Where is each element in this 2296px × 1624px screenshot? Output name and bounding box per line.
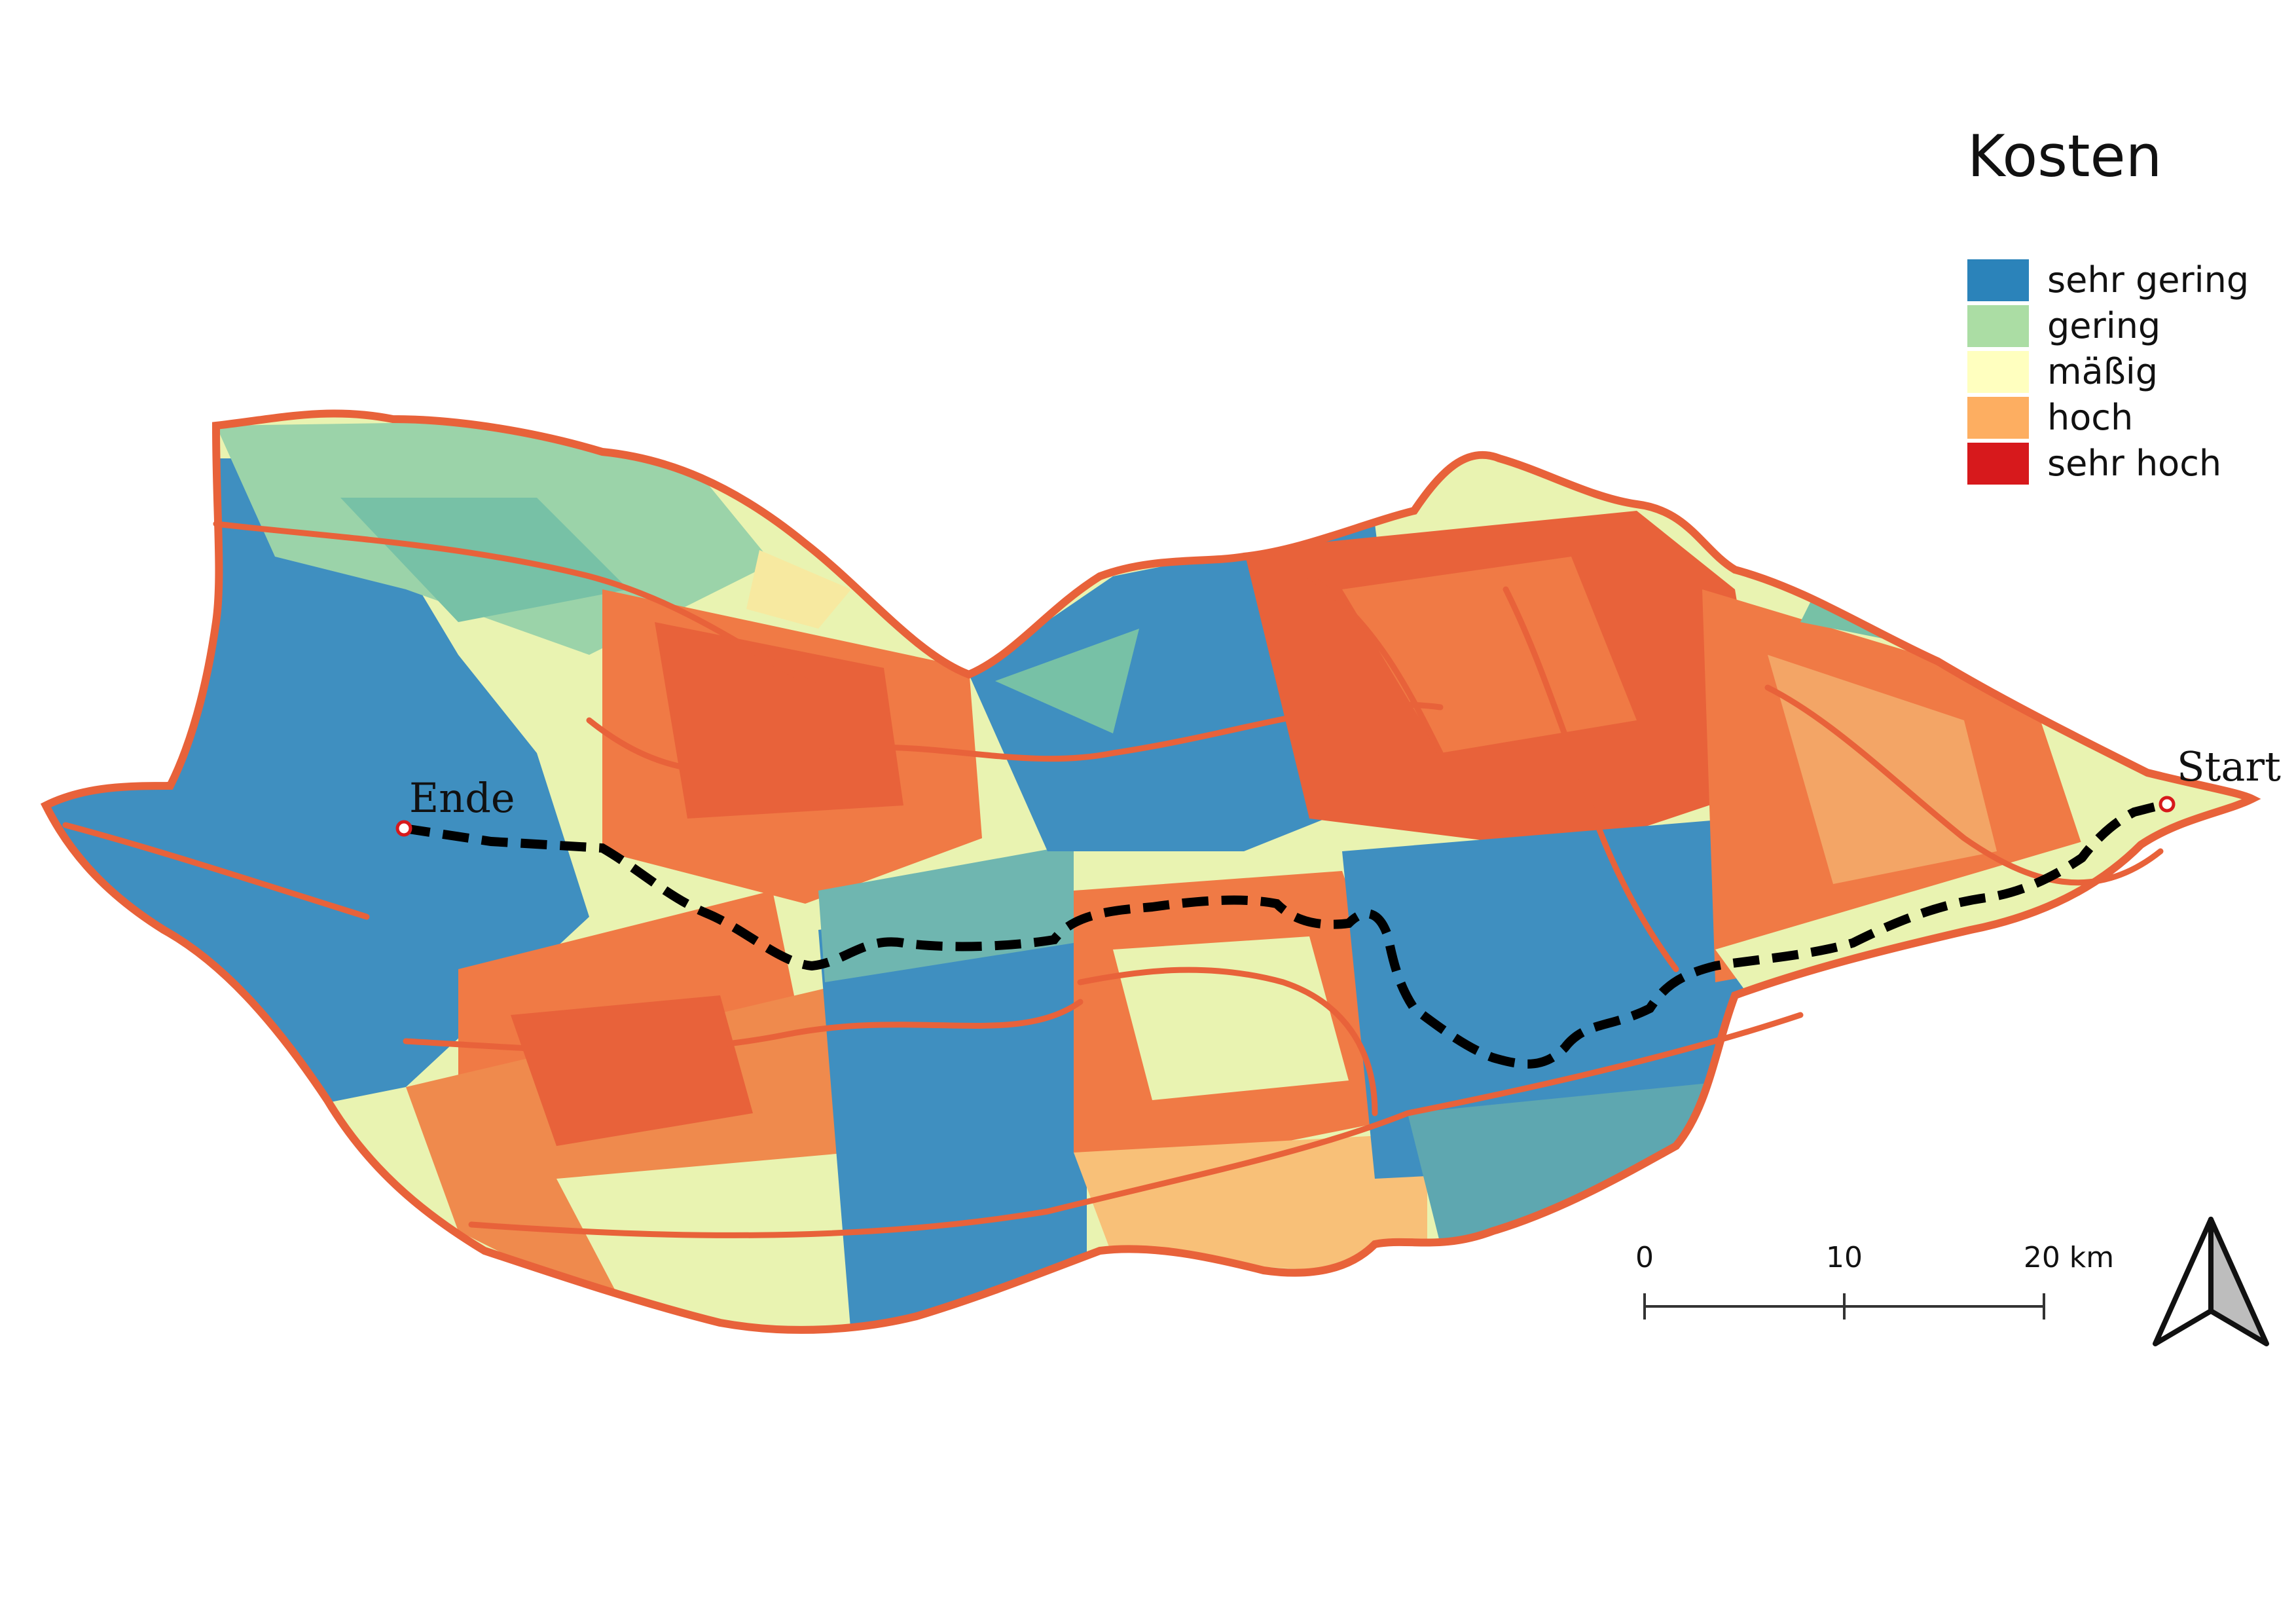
legend-label: sehr gering bbox=[2047, 259, 2250, 301]
legend-swatch bbox=[1967, 351, 2029, 393]
legend: Kosten sehr gering gering mäßig hoch seh… bbox=[1967, 128, 2249, 487]
legend-item: hoch bbox=[1967, 395, 2249, 441]
scale-tick-label: 0 bbox=[1635, 1241, 1654, 1274]
legend-label: gering bbox=[2047, 305, 2161, 346]
scale-bar: 0 10 20 km bbox=[1635, 1241, 2114, 1320]
legend-item: gering bbox=[1967, 303, 2249, 349]
legend-swatch bbox=[1967, 397, 2029, 439]
scale-tick-label: 10 bbox=[1826, 1241, 1863, 1274]
legend-item: sehr gering bbox=[1967, 257, 2249, 303]
legend-title: Kosten bbox=[1967, 122, 2162, 190]
legend-swatch bbox=[1967, 305, 2029, 347]
scale-tick-label: 20 km bbox=[2024, 1241, 2114, 1274]
legend-swatch bbox=[1967, 259, 2029, 301]
region-boundary bbox=[40, 409, 2261, 1334]
legend-label: mäßig bbox=[2047, 351, 2158, 392]
high-cost-lines bbox=[62, 521, 2164, 1238]
end-marker bbox=[395, 820, 412, 837]
legend-swatch bbox=[1967, 443, 2029, 485]
end-label: Ende bbox=[409, 774, 515, 822]
legend-label: hoch bbox=[2047, 397, 2134, 438]
legend-item: mäßig bbox=[1967, 349, 2249, 395]
start-label: Start bbox=[2177, 743, 2281, 790]
legend-label: sehr hoch bbox=[2047, 443, 2222, 484]
north-arrow-icon bbox=[2153, 1217, 2269, 1346]
start-marker bbox=[2159, 796, 2176, 813]
least-cost-route bbox=[403, 800, 2168, 1069]
legend-item: sehr hoch bbox=[1967, 441, 2249, 487]
